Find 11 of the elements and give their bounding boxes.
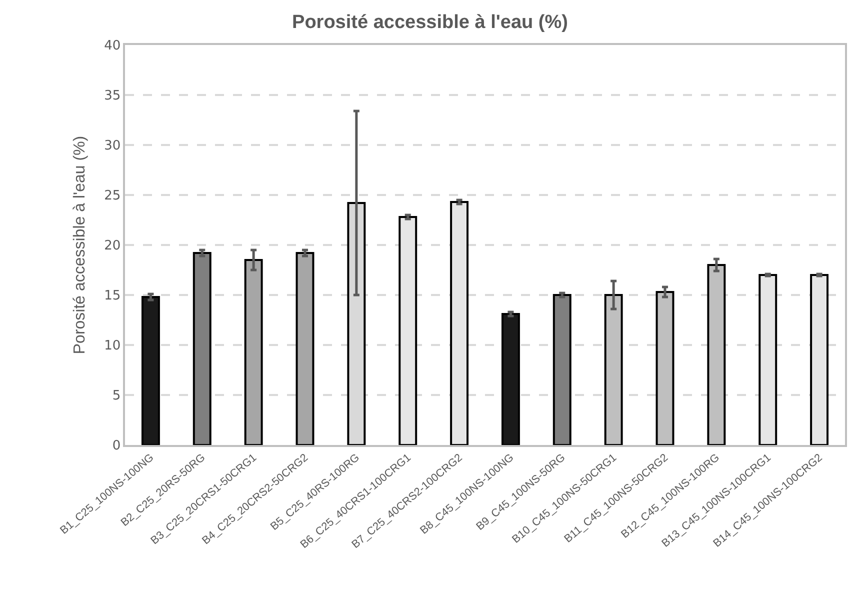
y-tick-label: 40 bbox=[104, 38, 121, 54]
y-tick-label: 25 bbox=[104, 188, 121, 204]
y-tick-label: 35 bbox=[104, 88, 121, 104]
chart-title: Porosité accessible à l'eau (%) bbox=[292, 12, 568, 34]
y-axis-title: Porosité accessible à l'eau (%) bbox=[72, 136, 89, 354]
y-tick-label: 15 bbox=[104, 288, 121, 304]
y-tick-label: 30 bbox=[104, 138, 121, 154]
y-tick-label: 10 bbox=[104, 338, 121, 354]
y-tick-label: 5 bbox=[112, 388, 121, 404]
y-tick-label: 0 bbox=[112, 438, 121, 454]
y-tick-label: 20 bbox=[104, 238, 121, 254]
